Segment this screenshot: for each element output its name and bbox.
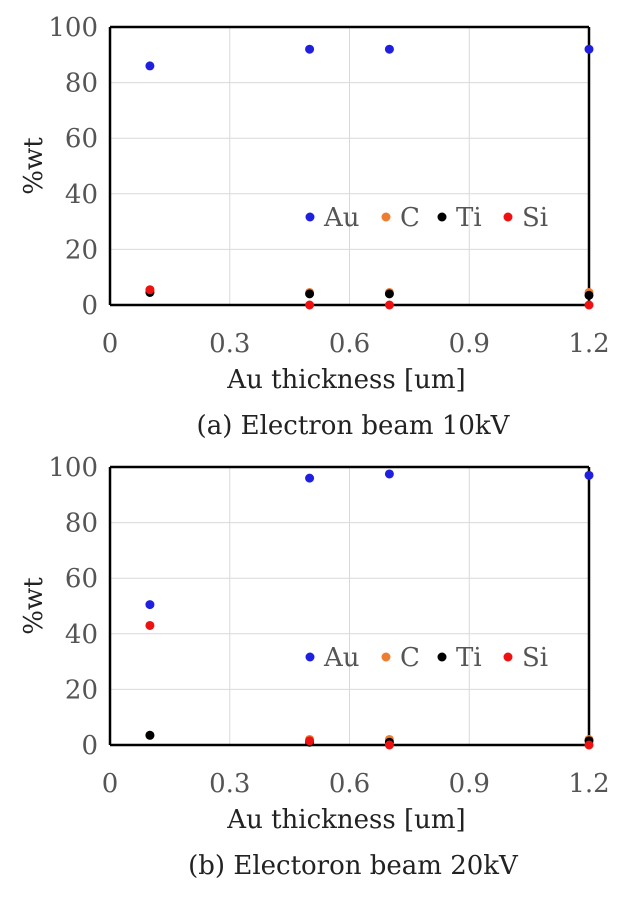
y-tick-label: 60: [65, 564, 98, 594]
data-point-au: [145, 61, 155, 71]
chart-svg-a: 0 20 40 60 80 100 0 0.3 0.6 0.9 1.2 %wt Au thickness…: [19, 13, 610, 441]
y-tick-label: 0: [81, 731, 98, 761]
x-tick-label: 0.9: [449, 769, 490, 799]
x-tick-label: 0.6: [329, 769, 370, 799]
data-point-si: [584, 740, 594, 750]
data-point-au: [584, 44, 594, 54]
data-point-si: [145, 285, 155, 295]
data-point-si: [584, 300, 594, 310]
data-point-ti: [145, 730, 155, 740]
y-tick-label: 20: [65, 675, 98, 705]
data-point-ti: [305, 289, 315, 299]
data-point-ti: [584, 290, 594, 300]
y-tick-label: 40: [65, 620, 98, 650]
data-point-au: [305, 473, 315, 483]
legend-marker-si: [503, 212, 513, 222]
x-tick-label: 1.2: [568, 329, 609, 359]
legend-label-c: C: [400, 203, 420, 233]
data-point-si: [305, 300, 315, 310]
chart-panel-a: 0 20 40 60 80 100 0 0.3 0.6 0.9 1.2 %wt Au thickness…: [19, 13, 610, 441]
x-axis-title: Au thickness [um]: [226, 805, 465, 835]
legend-label-c: C: [400, 643, 420, 673]
legend-marker-ti: [437, 212, 447, 222]
data-point-si: [384, 740, 394, 750]
x-tick-label: 0.3: [209, 329, 250, 359]
y-tick-label: 100: [48, 453, 98, 483]
y-tick-label: 0: [81, 291, 98, 321]
chart-svg-b: 0 20 40 60 80 100 0 0.3 0.6 0.9 1.2 %wt Au thickness…: [19, 453, 610, 881]
legend-marker-au: [305, 652, 315, 662]
y-tick-label: 60: [65, 124, 98, 154]
data-point-au: [384, 469, 394, 479]
x-tick-label: 0.9: [449, 329, 490, 359]
x-tick-label: 0: [102, 769, 119, 799]
y-tick-label: 100: [48, 13, 98, 43]
legend-marker-c: [381, 652, 391, 662]
chart-caption: (a) Electron beam 10kV: [197, 411, 511, 441]
chart-panel-b: 0 20 40 60 80 100 0 0.3 0.6 0.9 1.2 %wt Au thickness…: [0, 440, 625, 890]
data-point-ti: [384, 289, 394, 299]
x-tick-label: 0.6: [329, 329, 370, 359]
legend-marker-ti: [437, 652, 447, 662]
y-tick-label: 20: [65, 235, 98, 265]
y-axis-title: %wt: [19, 577, 49, 635]
y-tick-label: 80: [65, 509, 98, 539]
data-point-au: [584, 470, 594, 480]
y-axis-title: %wt: [19, 137, 49, 195]
legend-label-ti: Ti: [456, 643, 482, 673]
x-tick-label: 0: [102, 329, 119, 359]
data-point-au: [305, 44, 315, 54]
x-tick-label: 0.3: [209, 769, 250, 799]
data-point-si: [305, 736, 315, 746]
data-point-si: [384, 300, 394, 310]
data-point-si: [145, 620, 155, 630]
legend-label-au: Au: [323, 203, 360, 233]
legend-marker-au: [305, 212, 315, 222]
data-point-au: [384, 44, 394, 54]
legend-label-au: Au: [323, 643, 360, 673]
y-tick-label: 40: [65, 180, 98, 210]
chart-caption: (b) Electoron beam 20kV: [188, 851, 519, 881]
x-axis-title: Au thickness [um]: [226, 365, 465, 395]
legend-label-ti: Ti: [456, 203, 482, 233]
legend-marker-c: [381, 212, 391, 222]
legend-marker-si: [503, 652, 513, 662]
legend-label-si: Si: [522, 203, 548, 233]
x-tick-label: 1.2: [568, 769, 609, 799]
legend-label-si: Si: [522, 643, 548, 673]
y-tick-label: 80: [65, 69, 98, 99]
data-point-au: [145, 600, 155, 610]
